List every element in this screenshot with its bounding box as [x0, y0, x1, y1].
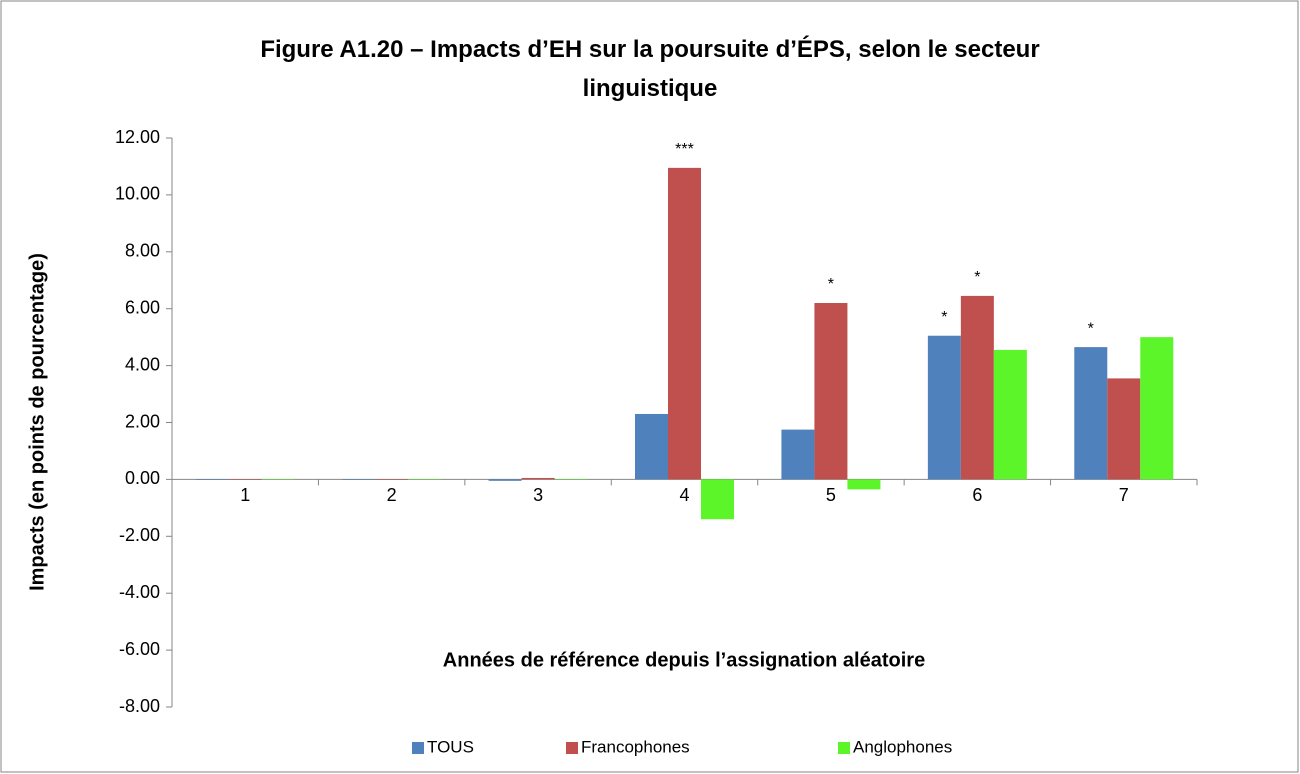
x-tick-label: 4 [679, 485, 689, 505]
bar [635, 413, 668, 480]
y-tick-label: 4.00 [125, 354, 160, 374]
bar [1140, 337, 1174, 480]
legend-label: TOUS [427, 737, 474, 756]
bar [261, 479, 295, 480]
bar [521, 477, 555, 480]
bar [847, 479, 881, 490]
y-tick-label: -4.00 [119, 582, 160, 602]
bar [1074, 347, 1108, 480]
x-tick-label: 5 [826, 485, 836, 505]
bar [960, 295, 994, 480]
y-tick-label: 0.00 [125, 468, 160, 488]
x-tick-label: 1 [240, 485, 250, 505]
bar [195, 479, 229, 480]
chart-title: Figure A1.20 – Impacts d’EH sur la pours… [260, 36, 1040, 102]
legend-swatch [412, 742, 424, 754]
y-tick-label: 8.00 [125, 241, 160, 261]
annotation: * [941, 309, 947, 326]
legend-label: Francophones [581, 737, 690, 756]
annotation: * [974, 269, 980, 286]
bar [342, 479, 376, 480]
y-tick-label: 10.00 [115, 184, 160, 204]
legend-swatch [566, 742, 578, 754]
bar [408, 479, 442, 480]
bar [814, 303, 848, 480]
bar [781, 429, 815, 480]
bar [1107, 378, 1141, 480]
bar [668, 167, 701, 480]
bar [375, 479, 409, 480]
x-tick-label: 2 [387, 485, 397, 505]
bar [701, 479, 734, 520]
bar [228, 479, 262, 480]
y-tick-label: -8.00 [119, 696, 160, 716]
annotation: *** [675, 141, 694, 158]
y-tick-label: 12.00 [115, 127, 160, 147]
x-tick-label: 3 [533, 485, 543, 505]
legend-swatch [838, 742, 850, 754]
y-tick-label: 6.00 [125, 297, 160, 317]
y-axis-title: Impacts (en points de pourcentage) [26, 253, 48, 591]
x-tick-label: 7 [1119, 485, 1129, 505]
bar [927, 335, 961, 480]
bar [993, 349, 1027, 480]
bar [554, 479, 588, 480]
x-axis-title: Années de référence depuis l’assignation… [443, 649, 925, 671]
y-tick-label: -2.00 [119, 525, 160, 545]
y-tick-label: 2.00 [125, 411, 160, 431]
legend-label: Anglophones [853, 737, 952, 756]
bar [488, 479, 522, 481]
annotation: * [1088, 320, 1094, 337]
annotation: * [828, 276, 834, 293]
x-tick-label: 6 [972, 485, 982, 505]
y-tick-label: -6.00 [119, 639, 160, 659]
